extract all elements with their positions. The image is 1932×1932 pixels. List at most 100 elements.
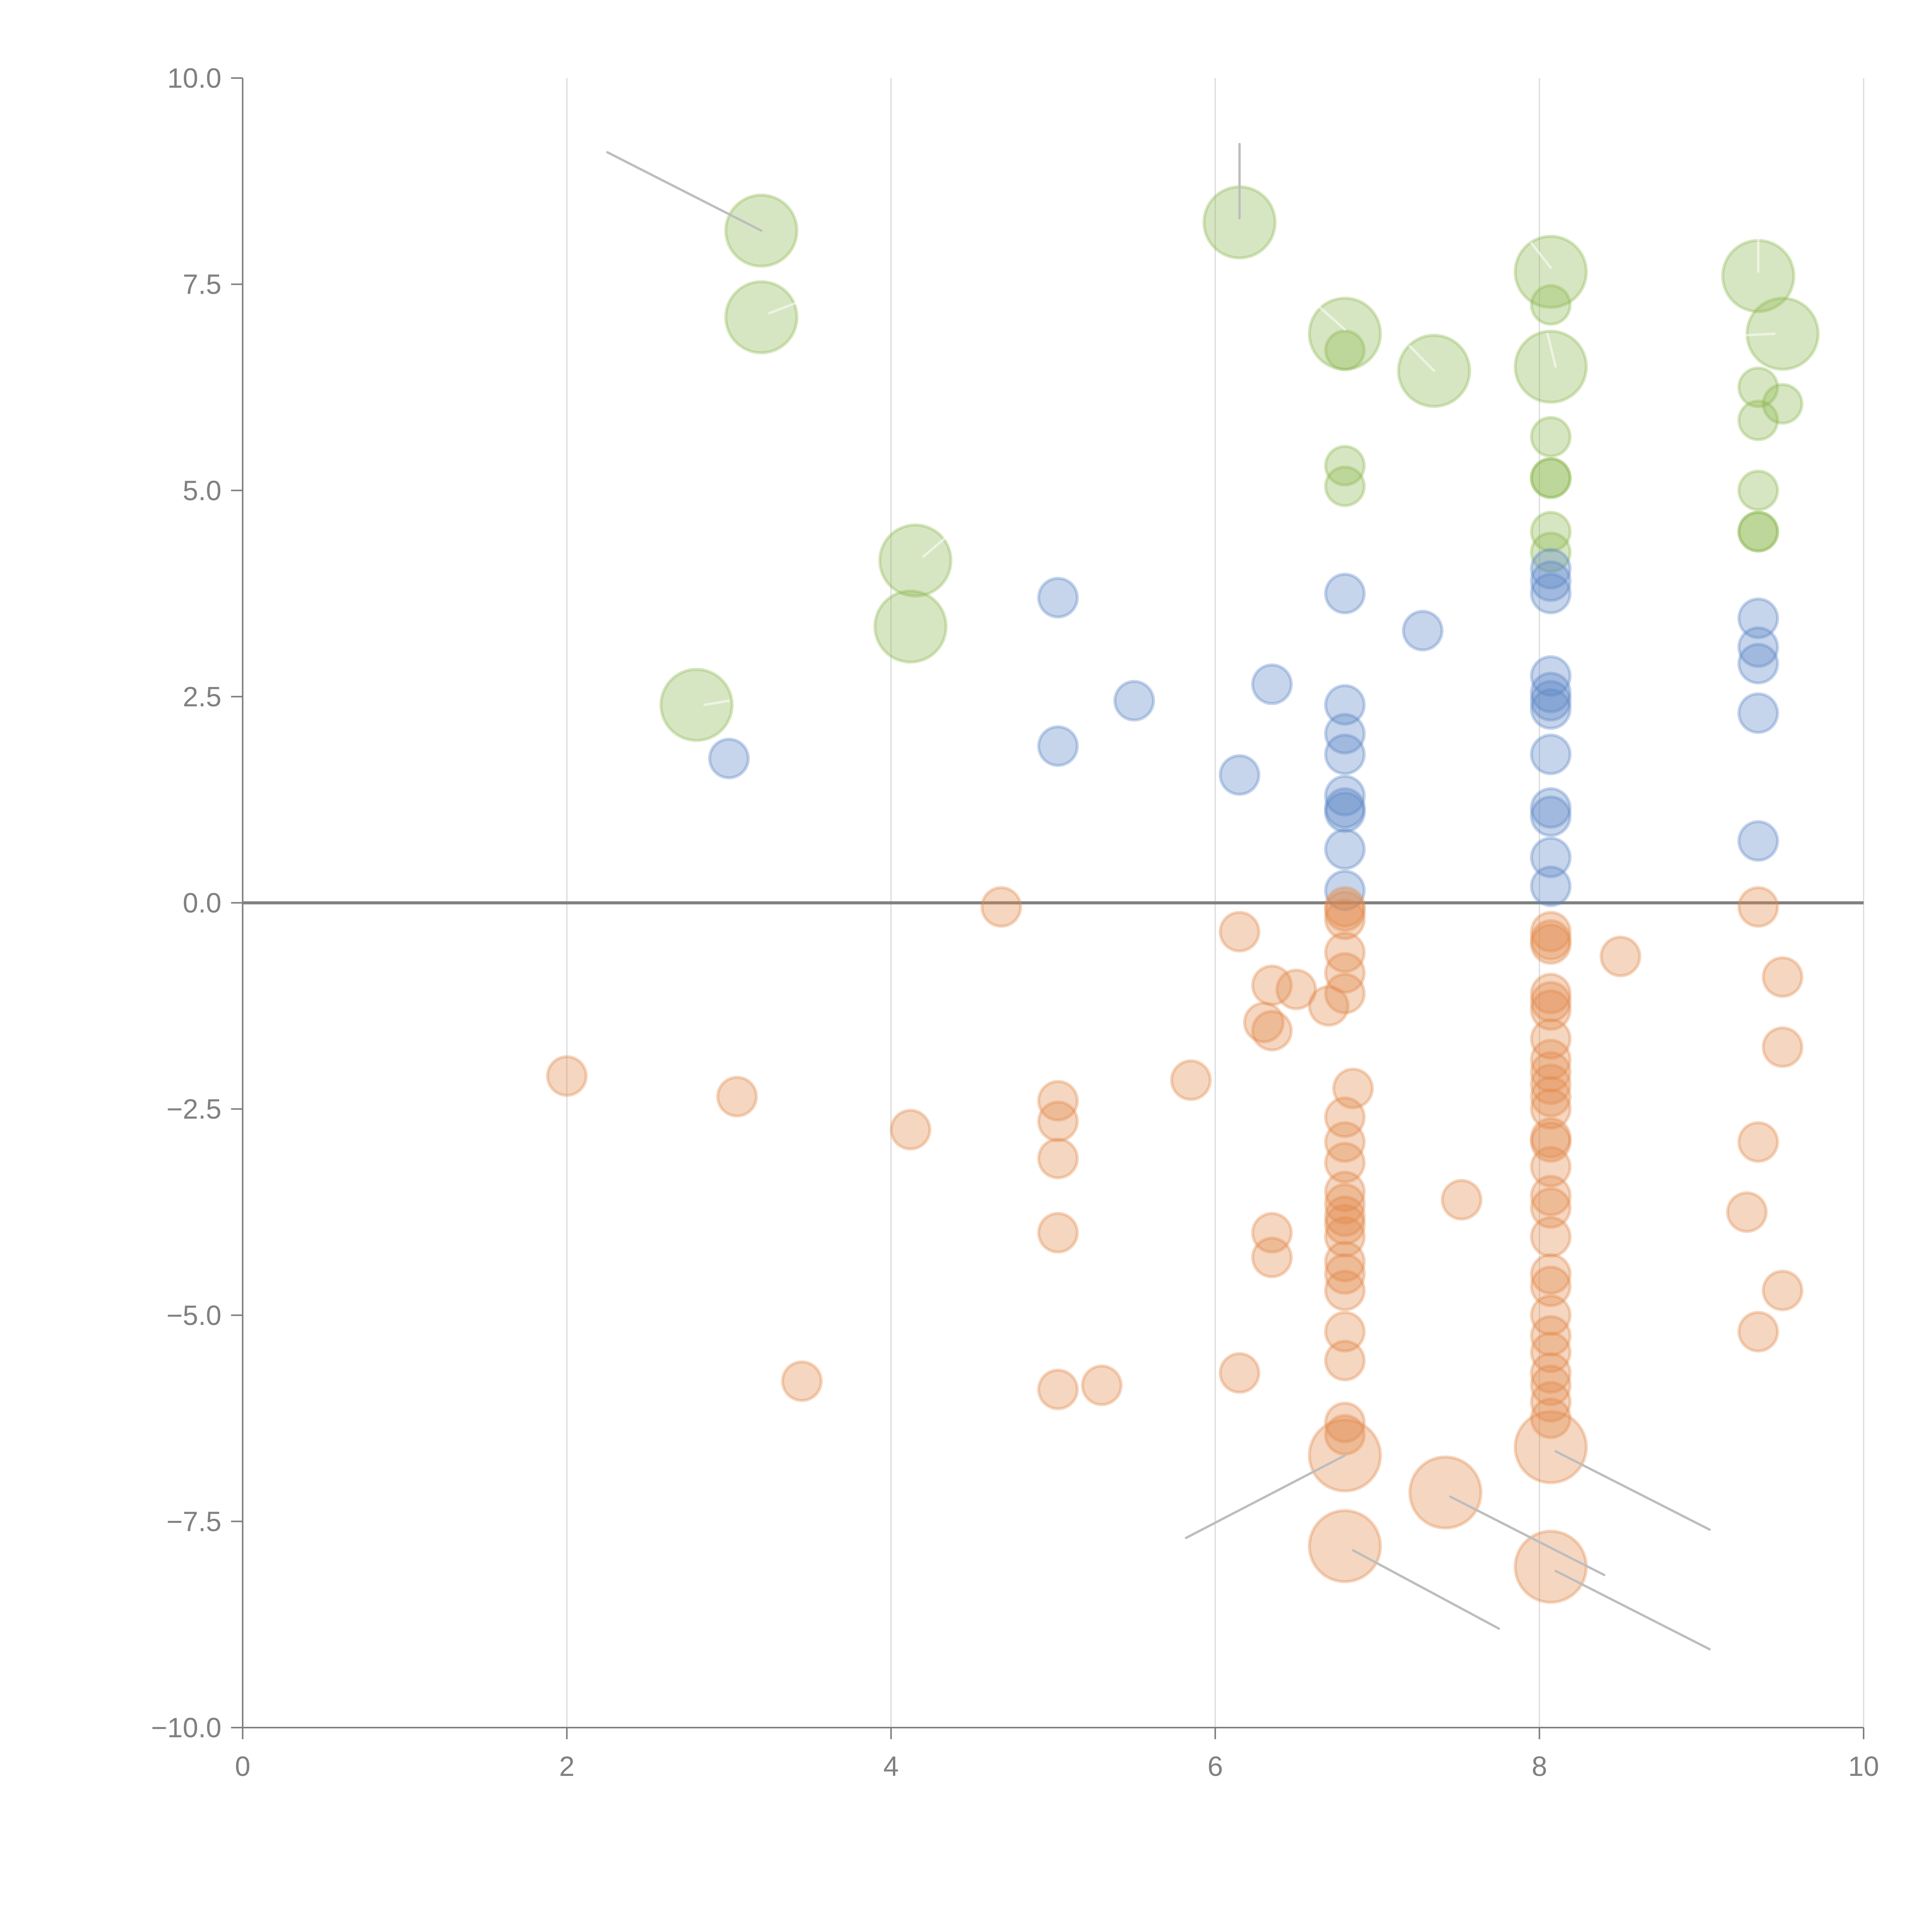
y-tick-label: 10.0 <box>167 63 221 94</box>
bubble-orange <box>1530 1294 1572 1336</box>
leader-lines <box>606 143 1776 1651</box>
bubble-blue <box>1530 548 1572 590</box>
bubble-orange <box>1762 1026 1804 1068</box>
bubble-orange <box>1251 964 1293 1006</box>
bubble-blue <box>1530 795 1572 837</box>
bubble-orange <box>1530 1018 1572 1060</box>
bubble-orange <box>1324 973 1366 1015</box>
bubble-orange <box>1308 985 1350 1027</box>
bubble-orange <box>1737 886 1779 928</box>
bubble-orange <box>1037 1080 1079 1122</box>
bubble-green <box>1737 510 1779 553</box>
x-tick-label: 4 <box>883 1751 899 1782</box>
bubble-orange <box>1530 973 1572 1015</box>
bubble-orange <box>1530 1121 1572 1163</box>
bubble-green <box>1737 469 1779 512</box>
bubble-orange <box>1218 1352 1260 1394</box>
y-tick-label: 7.5 <box>183 269 221 300</box>
bubble-orange <box>1324 1241 1366 1283</box>
bubble-orange <box>1530 1315 1572 1357</box>
bubble-blue <box>1737 643 1779 685</box>
leader-line <box>1449 1495 1605 1577</box>
bubble-orange <box>716 1076 758 1118</box>
x-tick-label: 8 <box>1532 1751 1547 1782</box>
bubble-orange <box>1762 956 1804 998</box>
bubble-green <box>1308 296 1382 371</box>
bubble-orange <box>1243 1002 1285 1044</box>
bubble-orange <box>546 1055 588 1097</box>
bubble-orange <box>1170 1059 1212 1101</box>
leader-line <box>922 534 949 558</box>
bubble-orange <box>1530 1088 1572 1130</box>
bubble-orange <box>1530 1381 1572 1423</box>
bubble-orange <box>1324 1401 1366 1444</box>
bubble-orange <box>1530 1397 1572 1439</box>
bubble-orange <box>1308 1509 1382 1583</box>
bubble-orange <box>1324 1203 1366 1245</box>
leader-line <box>1311 299 1346 331</box>
bubble-orange <box>1324 898 1366 940</box>
bubble-orange <box>1530 1331 1572 1373</box>
bubble-orange <box>1037 1212 1079 1254</box>
x-tick-label: 10 <box>1848 1751 1879 1782</box>
y-tick-label: −10.0 <box>151 1713 221 1743</box>
bubble-green <box>878 523 952 598</box>
bubble-orange <box>1037 1100 1079 1143</box>
bubble-blue <box>1037 725 1079 767</box>
bubble-blue <box>1530 865 1572 907</box>
bubble-orange <box>889 1109 932 1151</box>
bubble-green <box>1324 465 1366 507</box>
bubble-blue <box>1737 597 1779 639</box>
leader-line <box>1185 1454 1346 1539</box>
bubble-blue <box>1218 754 1260 796</box>
bubble-orange <box>1324 1096 1366 1138</box>
bubble-orange <box>1275 968 1317 1010</box>
bubble-orange <box>1324 1269 1366 1311</box>
bubble-orange <box>1530 1216 1572 1258</box>
bubble-blue <box>1324 787 1366 829</box>
bubble-orange <box>1530 989 1572 1031</box>
bubble-orange <box>1218 911 1260 953</box>
bubble-green <box>873 589 948 664</box>
bubble-orange <box>1408 1455 1483 1530</box>
bubble-blue <box>708 737 750 779</box>
bubble-blue <box>1737 692 1779 734</box>
bubble-orange <box>1324 1311 1366 1353</box>
leader-line <box>606 151 763 232</box>
bubble-orange <box>1530 1063 1572 1105</box>
bubble-orange <box>1332 1067 1374 1109</box>
bubble-green <box>1530 284 1572 326</box>
bubble-orange <box>1324 1121 1366 1163</box>
bubble-green <box>1324 445 1366 487</box>
y-tick-label: 2.5 <box>183 682 221 713</box>
bubble-orange <box>1530 919 1572 961</box>
bubble-green <box>1745 296 1820 371</box>
bubble-green <box>1514 330 1588 404</box>
bubble-blue <box>1037 577 1079 619</box>
bubble-blue <box>1251 663 1293 705</box>
bubble-orange <box>1599 935 1641 978</box>
bubble-green <box>724 280 799 355</box>
bubble-blue <box>1324 791 1366 833</box>
bubble-orange <box>1530 1039 1572 1081</box>
bubble-orange <box>1530 923 1572 965</box>
leader-line <box>1408 345 1435 372</box>
bubble-orange <box>1324 1141 1366 1184</box>
bubble-orange <box>1530 1352 1572 1394</box>
bubble-orange <box>1762 1269 1804 1311</box>
leader-line <box>1741 332 1776 337</box>
bubble-orange <box>1530 1146 1572 1188</box>
bubble-blue <box>1530 672 1572 714</box>
bubble-green <box>1737 366 1779 408</box>
leader-line <box>1554 1450 1711 1531</box>
leader-line <box>703 699 730 706</box>
bubble-orange <box>781 1360 823 1402</box>
bubble-orange <box>1530 1253 1572 1295</box>
bubble-orange <box>980 886 1022 928</box>
bubble-orange <box>1251 1236 1293 1279</box>
bubble-blue <box>1324 869 1366 912</box>
y-tick-label: 5.0 <box>183 475 221 506</box>
leader-line <box>1352 1549 1500 1630</box>
bubble-blue <box>1324 775 1366 817</box>
